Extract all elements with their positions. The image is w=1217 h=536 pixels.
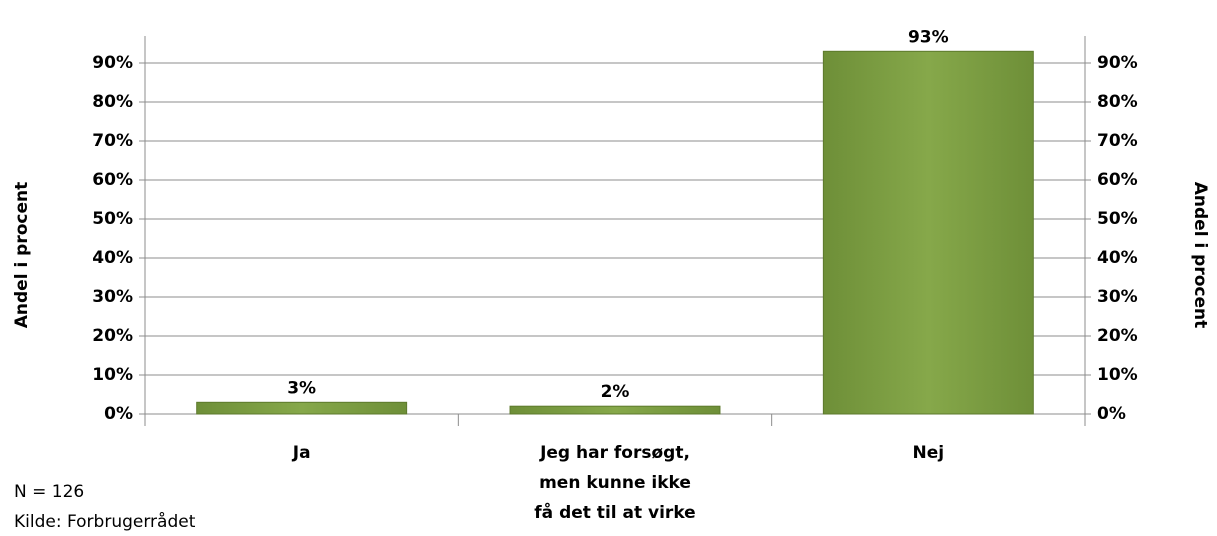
y-axis-label: Andel i procent — [12, 182, 32, 329]
y2-tick-label: 90% — [1097, 53, 1138, 73]
x-tick-label: Jeg har forsøgt, men kunne ikke få det t… — [534, 443, 696, 523]
y2-axis-label: Andel i procent — [1190, 182, 1210, 329]
data-label: 2% — [601, 382, 630, 402]
note: N = 126 — [14, 482, 85, 502]
y2-tick-label: 10% — [1097, 365, 1138, 385]
y2-tick-label: 20% — [1097, 326, 1138, 346]
data-label: 93% — [908, 27, 949, 47]
note: Kilde: Forbrugerrådet — [14, 512, 196, 532]
y2-tick-label: 0% — [1097, 404, 1126, 424]
y-tick-label: 90% — [92, 53, 133, 73]
x-tick-label: Ja — [292, 443, 311, 463]
y-tick-label: 30% — [92, 287, 133, 307]
y-tick-label: 80% — [92, 92, 133, 112]
bar — [196, 401, 408, 415]
y2-tick-label: 80% — [1097, 92, 1138, 112]
y-tick-label: 70% — [92, 131, 133, 151]
x-tick-label: Nej — [912, 443, 945, 463]
y-tick-label: 20% — [92, 326, 133, 346]
bar — [822, 50, 1034, 415]
y2-tick-label: 70% — [1097, 131, 1138, 151]
y-tick-label: 60% — [92, 170, 133, 190]
bar — [509, 405, 721, 415]
y-tick-label: 50% — [92, 209, 133, 229]
y-tick-label: 10% — [92, 365, 133, 385]
data-label: 3% — [287, 378, 316, 398]
y-tick-label: 0% — [104, 404, 133, 424]
y-tick-label: 40% — [92, 248, 133, 268]
y2-tick-label: 60% — [1097, 170, 1138, 190]
y2-tick-label: 40% — [1097, 248, 1138, 268]
y2-tick-label: 30% — [1097, 287, 1138, 307]
y2-tick-label: 50% — [1097, 209, 1138, 229]
